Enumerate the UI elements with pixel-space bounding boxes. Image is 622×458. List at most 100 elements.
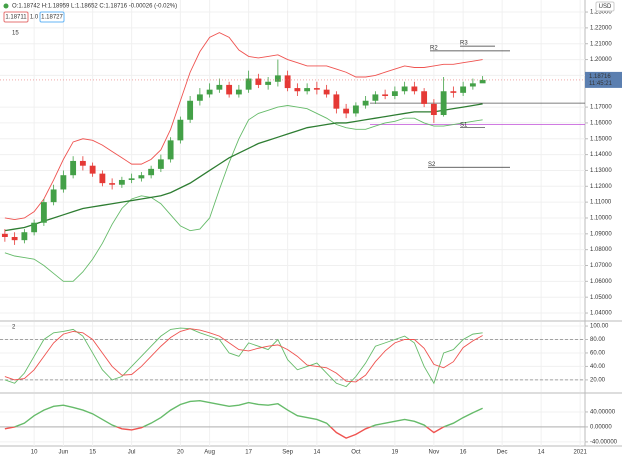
candle-body — [274, 75, 281, 82]
y-tick-label: 40.00 — [590, 364, 606, 370]
candle-body — [216, 84, 223, 90]
candle-body — [401, 86, 408, 92]
candle-body — [304, 88, 311, 92]
candle-body — [70, 160, 77, 176]
candle-body — [245, 78, 252, 90]
candle-body — [138, 175, 145, 179]
candle-body — [60, 175, 67, 190]
pivot-label: R2 — [430, 45, 438, 51]
x-tick-label: Jun — [59, 450, 69, 456]
candle-body — [31, 222, 38, 233]
x-tick-label: 16 — [460, 450, 467, 456]
indicator-label: 15 — [12, 31, 19, 37]
x-tick-label: Nov — [429, 450, 440, 456]
x-tick-label: 14 — [314, 450, 321, 456]
candle-body — [313, 88, 320, 90]
y-tick-label: 1.07000 — [590, 263, 612, 269]
candle-body — [450, 91, 457, 93]
candle-body — [226, 84, 233, 95]
candle-body — [284, 75, 291, 89]
y-tick-label: 20.00 — [590, 377, 606, 383]
y-tick-label: 1.08000 — [590, 247, 612, 253]
overlay-line — [4, 103, 483, 232]
candle-body — [323, 89, 330, 95]
y-tick-label: 1.15000 — [590, 136, 612, 142]
y-tick-label: 80.00 — [590, 337, 606, 343]
y-tick-label: 1.21000 — [590, 41, 612, 47]
candle-body — [206, 89, 213, 95]
currency-label[interactable]: USD — [599, 4, 612, 10]
y-tick-label: 1.23000 — [590, 10, 612, 16]
candle-body — [128, 178, 135, 180]
oscillator-line-positive — [10, 400, 483, 427]
y-tick-label: 1.12000 — [590, 184, 612, 190]
sell-price[interactable]: 1.18711 — [5, 15, 27, 21]
x-tick-label: 2021 — [573, 450, 587, 456]
candle-body — [430, 103, 437, 116]
buy-button[interactable] — [39, 11, 65, 23]
currency-box[interactable] — [595, 1, 615, 12]
x-tick-label: 10 — [31, 450, 38, 456]
indicator-label: 2 — [12, 325, 16, 331]
indicator-line — [4, 328, 483, 383]
candle-body — [50, 189, 57, 203]
pivot-label: S2 — [428, 162, 436, 168]
candle-body — [352, 105, 359, 114]
sell-button[interactable] — [3, 11, 29, 23]
x-tick-label: 14 — [538, 450, 545, 456]
candle-body — [118, 179, 125, 185]
y-tick-label: 1.04000 — [590, 311, 612, 317]
y-tick-label: 1.10000 — [590, 216, 612, 222]
y-tick-label: 1.11000 — [590, 200, 612, 206]
candle-body — [109, 183, 116, 185]
x-tick-label: Jul — [128, 450, 136, 456]
y-tick-label: 1.06000 — [590, 279, 612, 285]
candle-body — [333, 94, 340, 109]
candle-body — [382, 94, 389, 96]
y-tick-label: 1.13000 — [590, 168, 612, 174]
x-tick-label: Aug — [204, 450, 215, 456]
candle-body — [391, 91, 398, 96]
candle-body — [372, 94, 379, 101]
candle-body — [167, 140, 174, 160]
x-tick-label: 19 — [392, 450, 399, 456]
x-tick-label: Dec — [497, 450, 508, 456]
status-dot — [3, 3, 9, 9]
candle-body — [79, 160, 86, 166]
candle-body — [40, 202, 47, 223]
candle-body — [11, 236, 18, 241]
y-tick-label: 60.00 — [590, 351, 606, 357]
candle-body — [440, 91, 447, 116]
buy-price[interactable]: 1.18727 — [41, 15, 63, 21]
candle-body — [148, 168, 155, 176]
y-tick-label: 1.14000 — [590, 152, 612, 158]
y-tick-label: 1.05000 — [590, 295, 612, 301]
y-tick-label: 0.00000 — [590, 424, 612, 430]
ohlc-bar: O:1.18742 H:1.18959 L:1.18652 C:1.18716 … — [12, 4, 177, 10]
candle-body — [479, 79, 486, 84]
candle-body — [460, 86, 467, 93]
quantity[interactable]: 1.0 — [30, 15, 39, 21]
candle-body — [362, 100, 369, 106]
candle-body — [177, 119, 184, 141]
candle-body — [265, 81, 272, 85]
candle-body — [343, 108, 350, 114]
candle-body — [469, 83, 476, 87]
y-tick-label: 40.00000 — [590, 410, 616, 416]
y-tick-label: 1.09000 — [590, 231, 612, 237]
x-tick-label: 15 — [89, 450, 96, 456]
candle-body — [157, 159, 164, 169]
candle-body — [21, 232, 28, 241]
y-tick-label: 1.17000 — [590, 105, 612, 111]
candle-body — [411, 86, 418, 92]
candle-body — [89, 165, 96, 174]
pivot-label: S1 — [460, 122, 468, 128]
overlay-line — [4, 105, 483, 282]
last-price-label: 1.18716 — [589, 74, 611, 80]
x-tick-label: 17 — [245, 450, 252, 456]
indicator-line — [4, 327, 483, 388]
x-tick-label: Sep — [282, 450, 293, 456]
